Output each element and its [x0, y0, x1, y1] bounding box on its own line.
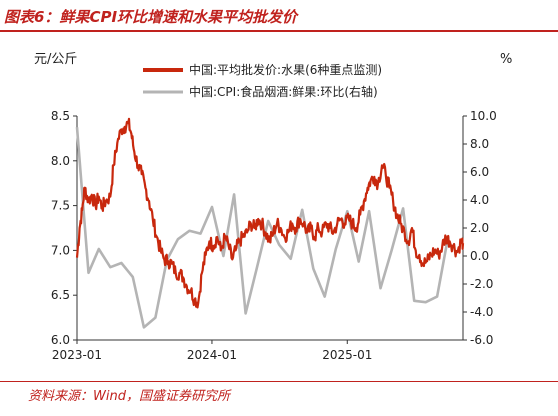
right-tick-label: 10.0 [470, 109, 497, 123]
x-tick-label: 2025-01 [322, 348, 372, 362]
figure-title: 图表6：鲜果CPI环比增速和水果平均批发价 [4, 8, 298, 26]
series-line-fresh-fruit-cpi-mom [75, 127, 450, 329]
right-tick-label: 4.0 [470, 193, 489, 207]
source-note: 资料来源：Wind，国盛证券研究所 [28, 389, 230, 404]
right-tick-label: 2.0 [470, 221, 489, 235]
left-tick-label: 8.0 [51, 154, 70, 168]
x-tick-label: 2024-01 [187, 348, 237, 362]
x-tick-label: 2023-01 [52, 348, 102, 362]
left-tick-label: 7.5 [51, 199, 70, 213]
right-axis-unit: % [500, 52, 512, 67]
left-tick-label: 6.5 [51, 288, 70, 302]
title-divider [0, 30, 558, 32]
legend: 中国:平均批发价:水果(6种重点监测) 中国:CPI:食品烟酒:鲜果:环比(右轴… [143, 62, 382, 99]
left-axis-unit: 元/公斤 [34, 52, 77, 67]
right-tick-label: 6.0 [470, 165, 489, 179]
right-tick-label: -2.0 [470, 277, 493, 291]
right-tick-label: -4.0 [470, 305, 493, 319]
left-tick-label: 6.0 [51, 333, 70, 347]
legend-label-secondary: 中国:CPI:食品烟酒:鲜果:环比(右轴) [189, 84, 378, 99]
left-tick-label: 8.5 [51, 109, 70, 123]
right-tick-label: -6.0 [470, 333, 493, 347]
chart: 中国:平均批发价:水果(6种重点监测) 中国:CPI:食品烟酒:鲜果:环比(右轴… [34, 52, 512, 362]
source-divider [0, 381, 558, 382]
left-tick-label: 7.0 [51, 243, 70, 257]
series-line-fruit-wholesale-price [75, 117, 465, 309]
right-tick-label: 0.0 [470, 249, 489, 263]
right-tick-label: 8.0 [470, 137, 489, 151]
legend-label-primary: 中国:平均批发价:水果(6种重点监测) [189, 62, 382, 77]
